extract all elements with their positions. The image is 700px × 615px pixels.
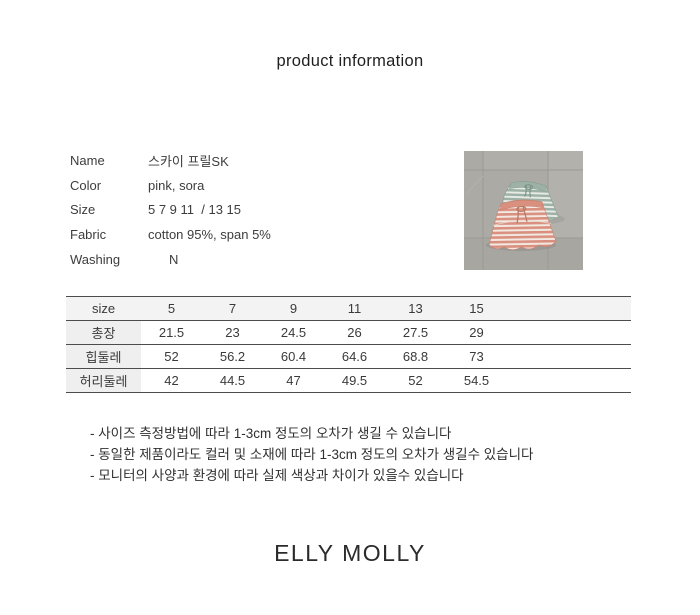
spec-value: 스카이 프릴SK — [148, 153, 229, 169]
size-cell-filler — [507, 345, 631, 369]
row-label: 허리둘레 — [66, 368, 141, 393]
size-cell: 54.5 — [463, 373, 490, 388]
spec-label: Name — [70, 152, 105, 168]
size-cell: 73 — [469, 349, 484, 364]
row-label: 총장 — [66, 320, 141, 345]
size-column-header: 5 — [167, 301, 176, 316]
page-title: product information — [276, 52, 424, 70]
size-cell: 23 — [225, 325, 240, 340]
size-cell-filler — [507, 369, 631, 393]
size-cell: 29 — [469, 325, 484, 340]
size-cell: 52 — [408, 373, 423, 388]
size-cell: 60.4 — [280, 349, 307, 364]
row-label: 힙둘레 — [66, 344, 141, 369]
size-column-header: 11 — [347, 301, 362, 316]
size-column-header: 13 — [408, 301, 423, 316]
spec-row-size: Size 5 7 9 11 / 13 15 — [70, 198, 400, 223]
spec-row-name: Name 스카이 프릴SK — [70, 148, 400, 173]
size-cell: 64.6 — [341, 349, 368, 364]
product-photo — [464, 151, 583, 270]
size-cell: 68.8 — [402, 349, 429, 364]
spec-label: Size — [70, 202, 96, 218]
size-notes: - 사이즈 측정방법에 따라 1-3cm 정도의 오차가 생길 수 있습니다 -… — [90, 423, 533, 486]
note-line: - 동일한 제품이라도 컬러 및 소재에 따라 1-3cm 정도의 오차가 생길… — [90, 447, 534, 462]
spec-label: Fabric — [70, 227, 107, 243]
size-cell: 56.2 — [219, 349, 246, 364]
table-row-waist: 허리둘레 42 44.5 47 49.5 52 54.5 — [66, 368, 631, 393]
size-cell: 27.5 — [402, 325, 429, 340]
spec-value: cotton 95%, span 5% — [148, 227, 271, 243]
spec-row-color: Color pink, sora — [70, 173, 400, 198]
size-column-header: size — [91, 301, 116, 316]
note-line: - 모니터의 사양과 환경에 따라 실제 색상과 차이가 있을수 있습니다 — [90, 468, 464, 483]
size-column-header: 9 — [289, 301, 298, 316]
size-column-header-filler — [507, 297, 631, 321]
size-cell: 21.5 — [158, 325, 185, 340]
size-cell: 24.5 — [280, 325, 307, 340]
size-column-header: 7 — [228, 301, 237, 316]
table-row-total-length: 총장 21.5 23 24.5 26 27.5 29 — [66, 320, 631, 345]
brand-logo: ELLY MOLLY — [274, 540, 426, 566]
size-cell: 44.5 — [219, 373, 246, 388]
spec-label: Washing — [70, 252, 121, 268]
table-row-hip: 힙둘레 52 56.2 60.4 64.6 68.8 73 — [66, 344, 631, 369]
size-cell: 49.5 — [341, 373, 368, 388]
spec-value: pink, sora — [148, 177, 205, 193]
product-photo-illustration — [464, 151, 583, 270]
spec-row-washing: Washing N — [70, 247, 400, 272]
spec-label: Color — [70, 177, 102, 193]
note-line: - 사이즈 측정방법에 따라 1-3cm 정도의 오차가 생길 수 있습니다 — [90, 426, 452, 441]
pink-skirt — [488, 199, 557, 251]
size-cell-filler — [507, 321, 631, 345]
spec-row-fabric: Fabric cotton 95%, span 5% — [70, 222, 400, 247]
size-table-header-row: size 5 7 9 11 13 15 — [66, 296, 631, 321]
spec-list: Name 스카이 프릴SK Color pink, sora Size 5 7 … — [70, 148, 400, 272]
spec-value: 5 7 9 11 / 13 15 — [148, 202, 241, 218]
size-table: size 5 7 9 11 13 15 총장 21.5 23 24.5 26 2… — [66, 296, 631, 393]
spec-value: N — [169, 252, 179, 268]
size-cell: 42 — [164, 373, 179, 388]
size-cell: 52 — [164, 349, 179, 364]
size-column-header: 15 — [469, 301, 484, 316]
size-cell: 26 — [347, 325, 362, 340]
size-cell: 47 — [286, 373, 301, 388]
